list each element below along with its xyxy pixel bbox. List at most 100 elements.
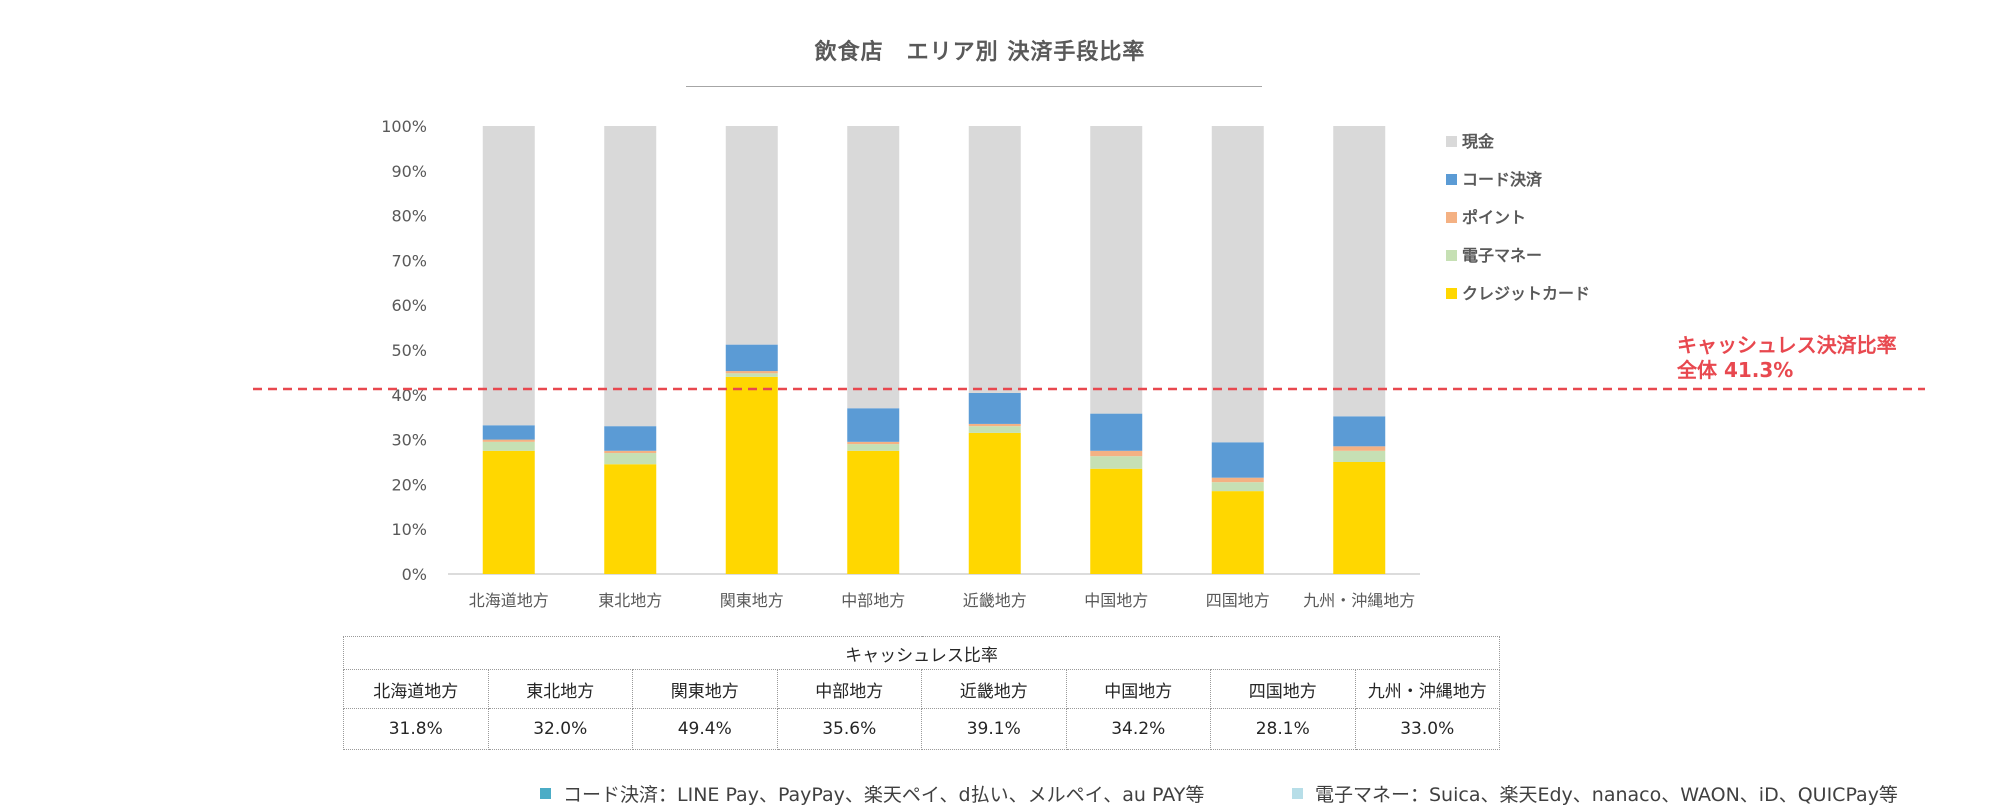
table-value-cell: 49.4% bbox=[632, 708, 778, 750]
y-tick-label: 80% bbox=[391, 207, 427, 226]
table-header-cell: 中部地方 bbox=[776, 669, 922, 709]
bar-stack bbox=[482, 126, 535, 574]
bar-segment bbox=[1333, 446, 1386, 451]
bar-segment bbox=[968, 432, 1021, 574]
bar-segment bbox=[1333, 450, 1386, 462]
bar-segment bbox=[968, 423, 1021, 427]
bar-stack bbox=[1333, 126, 1386, 574]
y-tick-label: 50% bbox=[391, 341, 427, 360]
table-header-cell: 四国地方 bbox=[1210, 669, 1356, 709]
bar-segment bbox=[968, 426, 1021, 433]
y-tick-label: 70% bbox=[391, 251, 427, 270]
legend-label: コード決済 bbox=[1462, 170, 1543, 189]
table-value-cell: 39.1% bbox=[921, 708, 1067, 750]
bar-segment bbox=[1090, 468, 1143, 574]
bar-segment bbox=[1333, 126, 1386, 417]
legend-item: ポイント bbox=[1446, 208, 1526, 227]
bar-segment bbox=[604, 464, 657, 574]
legend-label: クレジットカード bbox=[1462, 284, 1590, 303]
table-header-cell: 北海道地方 bbox=[343, 669, 489, 709]
legend-item: 現金 bbox=[1446, 132, 1495, 151]
bar-segment bbox=[1211, 491, 1264, 574]
bar-segment bbox=[968, 126, 1021, 394]
bar-stack bbox=[847, 126, 900, 574]
bar-segment bbox=[847, 444, 900, 451]
legend-item: クレジットカード bbox=[1446, 284, 1590, 303]
bar-segment bbox=[847, 450, 900, 574]
bar-segment bbox=[1090, 456, 1143, 469]
bar-stack bbox=[1090, 126, 1143, 574]
table-value-row: 31.8% 32.0% 49.4% 35.6% 39.1% 34.2% 28.1% 33.0% bbox=[343, 708, 1500, 750]
bar-segment bbox=[604, 126, 657, 427]
bar-segment bbox=[847, 126, 900, 409]
reference-value-label: 全体 41.3% bbox=[1676, 358, 1793, 382]
x-tick-label: 関東地方 bbox=[720, 591, 784, 610]
bar-segment bbox=[968, 393, 1021, 424]
bar-segment bbox=[725, 344, 778, 372]
footnote-e-money: 電子マネー：Suica、楽天Edy、nanaco、WAON、iD、QUICPay… bbox=[1292, 780, 1898, 807]
legend-swatch-icon bbox=[1446, 174, 1457, 185]
bar-stack bbox=[725, 126, 778, 574]
bar-segment bbox=[725, 371, 778, 374]
x-tick-label: 中部地方 bbox=[841, 591, 905, 610]
bar-segment bbox=[482, 126, 535, 426]
bar-segment bbox=[482, 425, 535, 440]
bar-segment bbox=[847, 408, 900, 442]
title-divider bbox=[686, 86, 1262, 87]
table-caption: キャッシュレス比率 bbox=[343, 636, 1500, 670]
footnote-text: 電子マネー：Suica、楽天Edy、nanaco、WAON、iD、QUICPay… bbox=[1315, 784, 1898, 806]
table-value-cell: 33.0% bbox=[1354, 708, 1500, 750]
footnote-square-icon bbox=[540, 788, 551, 799]
bar-segment bbox=[1090, 413, 1143, 451]
bar-segment bbox=[1211, 126, 1264, 443]
table-header-cell: 近畿地方 bbox=[921, 669, 1067, 709]
footnotes: コード決済：LINE Pay、PayPay、楽天ペイ、d払い、メルペイ、au P… bbox=[540, 780, 1990, 806]
bar-stack bbox=[604, 126, 657, 574]
table-value-cell: 31.8% bbox=[343, 708, 489, 750]
y-tick-label: 10% bbox=[391, 520, 427, 539]
legend-label: 電子マネー bbox=[1462, 246, 1542, 265]
bar-segment bbox=[1211, 442, 1264, 478]
cashless-ratio-table: キャッシュレス比率 北海道地方 東北地方 関東地方 中部地方 近畿地方 中国地方 四国地方九… bbox=[343, 636, 1500, 750]
bar-segment bbox=[725, 373, 778, 377]
table-value-cell: 35.6% bbox=[776, 708, 922, 750]
bar-segment bbox=[482, 450, 535, 574]
table-header-row: 北海道地方 東北地方 関東地方 中部地方 近畿地方 中国地方 四国地方 九州・沖縄地方 bbox=[343, 669, 1500, 709]
y-axis: 0% 10% 20% 30% 40% 50% 60% 70% 80% 90% 100% bbox=[381, 117, 1420, 584]
bar-segment bbox=[604, 426, 657, 451]
table-header-cell: 関東地方 bbox=[632, 669, 778, 709]
table-value-cell: 32.0% bbox=[487, 708, 633, 750]
bar-segment bbox=[482, 441, 535, 451]
x-tick-label: 四国地方 bbox=[1206, 591, 1270, 610]
bar-segment bbox=[1333, 462, 1386, 574]
bar-segment bbox=[482, 439, 535, 442]
bar-segment bbox=[604, 453, 657, 465]
x-tick-label: 近畿地方 bbox=[963, 591, 1027, 610]
table-value-cell: 28.1% bbox=[1210, 708, 1356, 750]
bar-stack bbox=[968, 126, 1021, 574]
bar-segment bbox=[1333, 416, 1386, 447]
bar-stack bbox=[1211, 126, 1264, 574]
legend-swatch-icon bbox=[1446, 136, 1457, 147]
stacked-bar-chart: 0% 10% 20% 30% 40% 50% 60% 70% 80% 90% 100% 北海道地方 東… bbox=[253, 117, 1925, 610]
table-header-cell: 九州・沖縄地方 bbox=[1354, 669, 1500, 709]
y-tick-label: 100% bbox=[381, 117, 427, 136]
bar-segment bbox=[1211, 477, 1264, 483]
bar-segment bbox=[725, 376, 778, 574]
x-tick-label: 東北地方 bbox=[598, 591, 662, 610]
legend-swatch-icon bbox=[1446, 212, 1457, 223]
bar-segment bbox=[1090, 126, 1143, 414]
y-tick-label: 30% bbox=[391, 431, 427, 450]
bar-segment bbox=[725, 126, 778, 345]
chart-title: 飲食店 エリア別 決済手段比率 bbox=[814, 40, 1146, 65]
bar-segment bbox=[604, 450, 657, 454]
footnote-square-icon bbox=[1292, 788, 1303, 799]
x-tick-label: 中国地方 bbox=[1084, 591, 1148, 610]
legend-item: コード決済 bbox=[1446, 170, 1543, 189]
legend-swatch-icon bbox=[1446, 250, 1457, 261]
table-value-cell: 34.2% bbox=[1065, 708, 1211, 750]
legend-label: ポイント bbox=[1462, 208, 1526, 227]
y-tick-label: 20% bbox=[391, 475, 427, 494]
y-tick-label: 60% bbox=[391, 296, 427, 315]
